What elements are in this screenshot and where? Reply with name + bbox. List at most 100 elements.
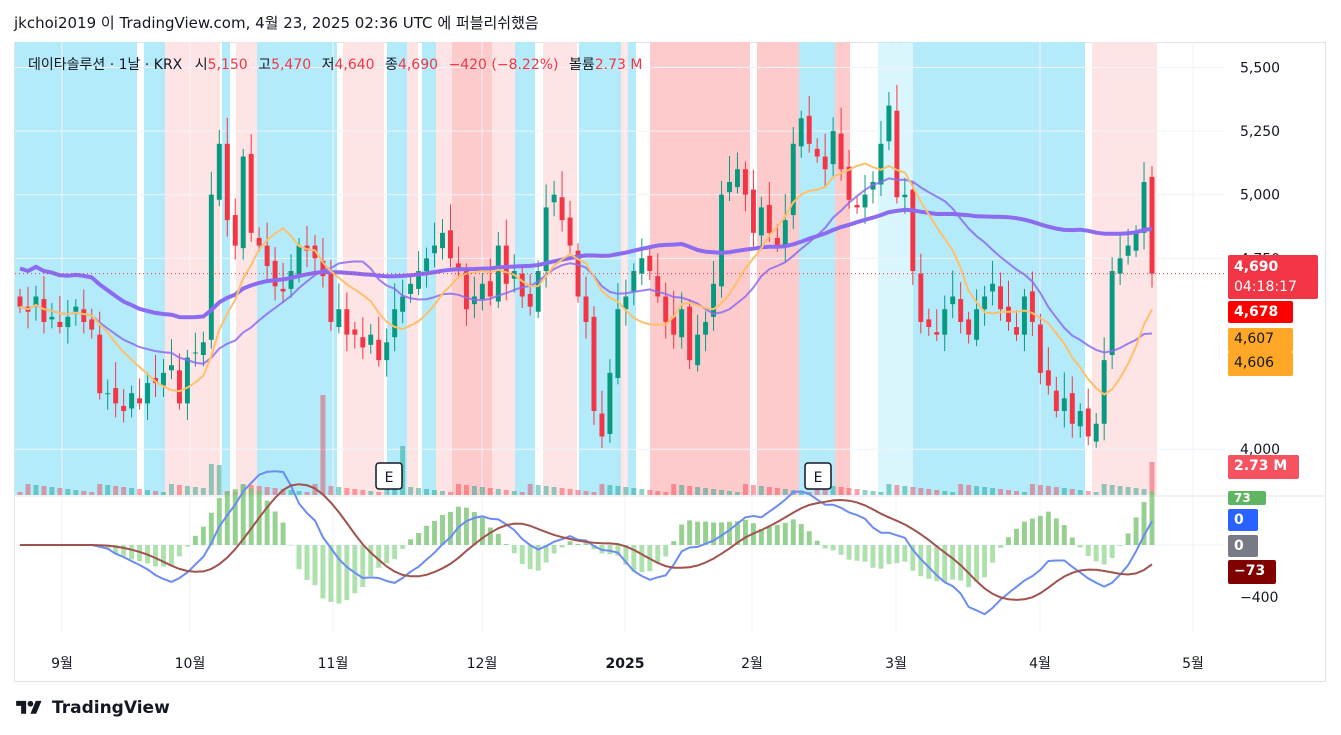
macd-hist-bar xyxy=(1125,533,1131,545)
macd-hist-bar xyxy=(288,545,294,546)
macd-hist-bar xyxy=(408,539,414,545)
macd-hist-bar xyxy=(487,527,493,545)
macd-hist-bar xyxy=(1133,517,1139,545)
macd-hist-bar xyxy=(328,545,334,602)
volume-bar xyxy=(958,484,964,495)
footer-logo[interactable]: TradingView xyxy=(14,698,170,718)
y-tick-label: 5,250 xyxy=(1240,124,1280,140)
candle-body xyxy=(854,204,860,208)
candle-body xyxy=(105,393,111,395)
candle-body xyxy=(902,194,908,198)
volume-bar xyxy=(511,491,517,495)
macd-hist-bar xyxy=(559,545,565,548)
macd-hist-bar xyxy=(161,545,166,567)
ma-orange-tag-2: 4,606 xyxy=(1228,352,1293,376)
macd-hist-bar xyxy=(950,545,956,580)
macd-hist-bar xyxy=(1101,545,1107,565)
macd-hist-bar xyxy=(894,545,900,564)
legend-volume: 2.73 M xyxy=(594,57,643,73)
volume-bar xyxy=(918,488,924,495)
candle-body xyxy=(727,181,732,193)
legend-low: 4,640 xyxy=(334,57,375,73)
macd-hist-bar xyxy=(168,545,174,566)
candle-body xyxy=(320,260,326,277)
y-tick-label: 5,500 xyxy=(1240,60,1280,76)
publish-text-2: 에 퍼블리쉬했음 xyxy=(437,14,539,32)
macd-hist-bar xyxy=(838,545,844,555)
volume-bar xyxy=(974,486,980,495)
macd-hist-bar xyxy=(495,533,501,545)
volume-bar xyxy=(631,488,637,495)
candle-body xyxy=(487,281,493,297)
volume-bar xyxy=(81,491,87,495)
volume-bar xyxy=(424,489,430,495)
countdown-value: 04:18:17 xyxy=(1234,279,1297,295)
macd-hist-bar xyxy=(727,521,732,545)
candle-body xyxy=(519,273,525,297)
volume-bar xyxy=(663,492,669,495)
volume-bar xyxy=(1133,488,1139,495)
volume-bar xyxy=(1077,490,1083,495)
legend-open-label: 시 xyxy=(194,57,208,73)
volume-bar xyxy=(575,490,581,495)
macd-axis-label: −400 xyxy=(1240,590,1279,606)
legend-high: 5,470 xyxy=(271,57,312,73)
volume-bar xyxy=(551,487,557,495)
candle-body xyxy=(599,413,605,437)
macd-hist-bar xyxy=(105,545,111,550)
macd-hist-bar xyxy=(822,545,828,549)
volume-bar xyxy=(487,488,493,495)
volume-bar xyxy=(408,487,414,495)
candle-body xyxy=(894,110,900,198)
chart-legend: 데이타솔루션 · 1날 · KRX 시5,150 고5,470 저4,640 종… xyxy=(28,54,642,74)
volume-bar xyxy=(862,490,868,495)
candle-body xyxy=(806,115,812,144)
macd-hist-bar xyxy=(567,541,573,545)
candle-body xyxy=(479,283,485,300)
macd-hist-bar xyxy=(1053,518,1059,545)
author-name[interactable]: jkchoi2019 xyxy=(14,14,97,32)
macd-hist-bar xyxy=(137,545,143,562)
macd-hist-bar xyxy=(248,488,254,545)
x-tick-label: 10월 xyxy=(175,656,206,672)
macd-hist-bar xyxy=(304,545,310,580)
macd-hist-bar xyxy=(1069,537,1075,545)
macd-hist-bar xyxy=(974,545,980,582)
volume-bar xyxy=(639,489,645,495)
macd-hist-bar xyxy=(216,497,222,545)
macd-line xyxy=(20,470,1153,616)
candle-body xyxy=(838,133,844,170)
candle-body xyxy=(192,352,198,354)
volume-bar xyxy=(1069,489,1075,495)
macd-hist-bar xyxy=(535,545,541,571)
candle-body xyxy=(208,194,214,340)
candle-body xyxy=(703,321,709,335)
candle-body xyxy=(1101,360,1107,424)
candle-body xyxy=(432,245,438,254)
candle-body xyxy=(1149,176,1155,274)
macd-hist-bar xyxy=(448,511,453,545)
volume-bar xyxy=(288,490,294,495)
volume-bar xyxy=(376,492,382,495)
legend-symbol[interactable]: 데이타솔루션 · 1날 · KRX xyxy=(28,57,183,73)
volume-bar xyxy=(870,491,876,495)
bg-band-10 xyxy=(436,42,452,495)
volume-bar xyxy=(168,484,174,495)
macd-hist-bar xyxy=(113,545,119,554)
macd-hist-bar xyxy=(734,521,740,545)
candle-body xyxy=(503,245,509,284)
macd-signal-tag: −73 xyxy=(1228,560,1276,584)
legend-close: 4,690 xyxy=(397,57,439,73)
macd-hist-bar xyxy=(1141,501,1147,545)
candle-body xyxy=(742,169,748,195)
macd-hist-bar xyxy=(982,545,988,578)
macd-hist-bar xyxy=(200,526,206,545)
candle-body xyxy=(368,334,374,345)
volume-bar xyxy=(727,491,732,495)
candle-body xyxy=(121,405,127,412)
macd-hist-bar xyxy=(543,545,549,563)
candle-body xyxy=(168,365,174,371)
candle-body xyxy=(966,319,972,335)
volume-bar xyxy=(352,489,358,495)
